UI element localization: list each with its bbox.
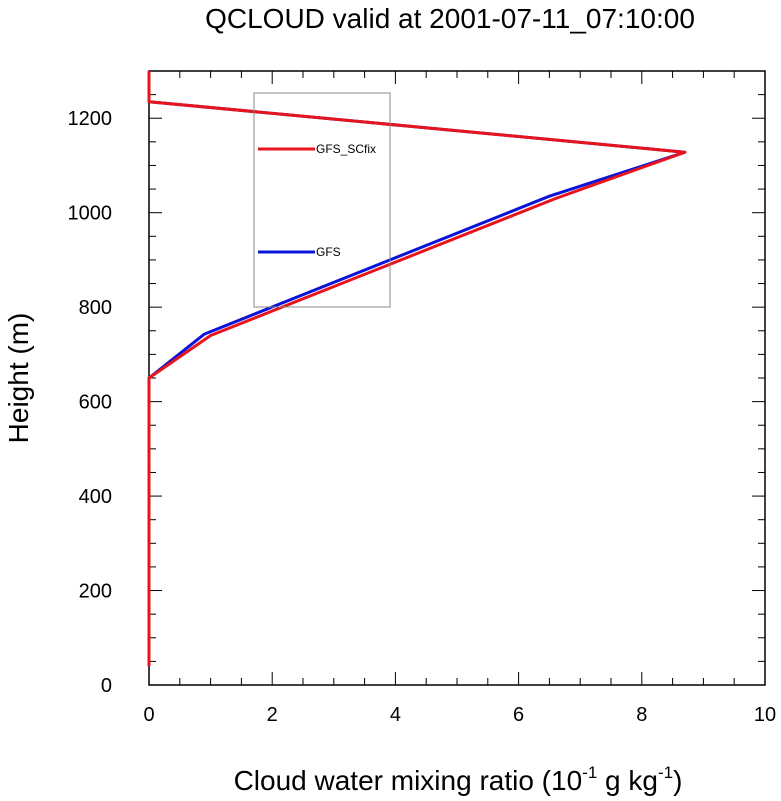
- series-line-gfs: [147, 71, 687, 667]
- legend: GFS_SCfix GFS: [253, 92, 391, 308]
- legend-label-gfs: GFS: [316, 245, 341, 259]
- x-tick-label: 2: [267, 704, 278, 726]
- y-tick-label: 400: [79, 486, 112, 508]
- y-tick-label: 0: [101, 675, 112, 697]
- plot-frame: [148, 70, 766, 686]
- plot-border: [148, 70, 766, 686]
- x-axis-label: Cloud water mixing ratio (10-1 g kg-1): [234, 763, 683, 796]
- y-tick-label: 1200: [68, 108, 113, 130]
- x-tick-label: 0: [143, 704, 154, 726]
- y-tick-label: 600: [79, 392, 112, 414]
- x-axis-label-exponent-1: -1: [582, 763, 597, 782]
- x-tick-label: 4: [390, 704, 401, 726]
- series-lines: [147, 71, 687, 667]
- y-axis-label: Height (m): [3, 313, 34, 444]
- chart-title: QCLOUD valid at 2001-07-11_07:10:00: [205, 3, 695, 34]
- x-tick-label: 6: [513, 704, 524, 726]
- y-tick-label: 200: [79, 581, 112, 603]
- y-tick-label: 800: [79, 297, 112, 319]
- axis-ticks: [148, 71, 766, 686]
- x-tick-label: 10: [754, 704, 776, 726]
- x-tick-label: 8: [636, 704, 647, 726]
- legend-box: [253, 92, 391, 308]
- y-tick-label: 1000: [68, 203, 113, 225]
- x-tick-labels: 0 2 4 6 8 10: [143, 704, 776, 726]
- legend-label-gfs-scfix: GFS_SCfix: [316, 142, 376, 156]
- x-axis-label-exponent-2: -1: [658, 763, 673, 782]
- series-line-gfs-scfix: [147, 71, 687, 667]
- y-tick-labels: 0 200 400 600 800 1000 1200: [68, 108, 113, 697]
